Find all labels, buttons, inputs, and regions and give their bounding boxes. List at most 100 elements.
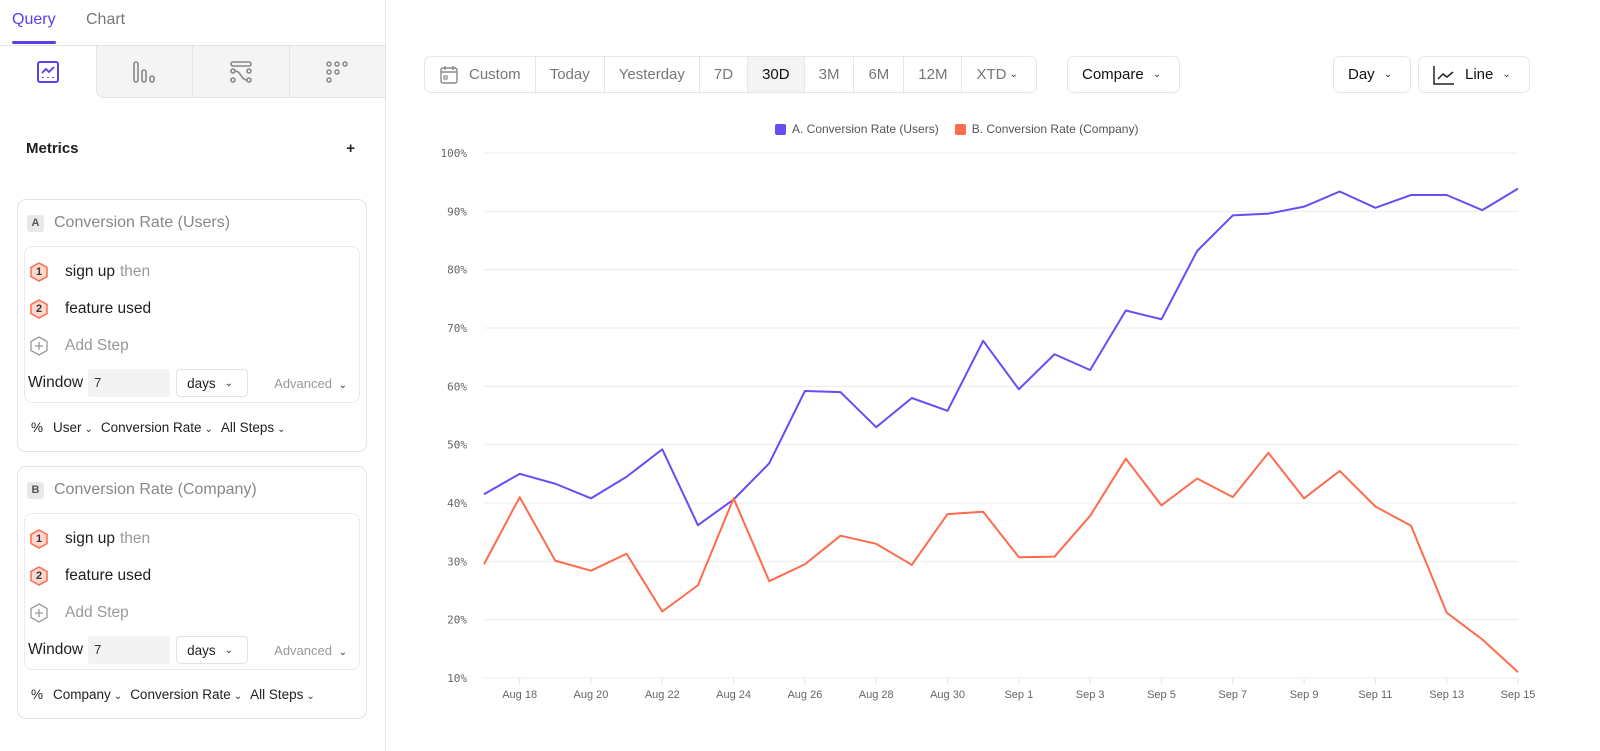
legend-item-a[interactable]: A. Conversion Rate (Users) bbox=[775, 122, 939, 136]
x-tick-label: Sep 15 bbox=[1501, 689, 1536, 701]
y-tick-label: 30% bbox=[447, 555, 467, 568]
y-tick-label: 20% bbox=[447, 614, 467, 627]
report-type-selector bbox=[0, 46, 385, 98]
chevron-down-icon: ⌄ bbox=[224, 644, 234, 656]
tab-chart[interactable]: Chart bbox=[86, 11, 126, 28]
range-7d[interactable]: 7D bbox=[700, 57, 749, 92]
funnel-step[interactable]: 1 sign up then bbox=[25, 520, 359, 557]
legend-item-b[interactable]: B. Conversion Rate (Company) bbox=[954, 122, 1138, 136]
flows-icon bbox=[229, 60, 252, 83]
advanced-toggle[interactable]: Advanced ⌄ bbox=[274, 375, 347, 391]
add-metric-button[interactable]: + bbox=[346, 140, 355, 157]
step-number-icon: 2 bbox=[29, 298, 49, 319]
window-input[interactable]: 7 bbox=[88, 636, 171, 664]
range-6m[interactable]: 6M bbox=[854, 57, 905, 92]
step-label: sign up bbox=[65, 529, 115, 547]
tab-query[interactable]: Query bbox=[12, 11, 56, 44]
x-tick-label: Aug 24 bbox=[716, 689, 751, 701]
y-tick-label: 100% bbox=[441, 147, 468, 160]
measure-select[interactable]: Conversion Rate ⌄ bbox=[100, 419, 213, 435]
chevron-down-icon: ⌄ bbox=[224, 377, 234, 389]
chevron-down-icon: ⌄ bbox=[1502, 69, 1511, 80]
advanced-toggle[interactable]: Advanced ⌄ bbox=[274, 642, 347, 658]
window-label: Window bbox=[28, 641, 84, 658]
x-tick-label: Aug 18 bbox=[502, 689, 537, 701]
range-yesterday[interactable]: Yesterday bbox=[605, 57, 700, 92]
counting-select[interactable]: User ⌄ bbox=[53, 419, 93, 435]
step-suffix: then bbox=[119, 262, 151, 280]
report-type-insights[interactable] bbox=[0, 46, 96, 98]
series-line-b bbox=[483, 451, 1519, 673]
range-custom[interactable]: Custom bbox=[425, 57, 536, 92]
metric-card-b[interactable]: B Conversion Rate (Company) 1 sign up then … bbox=[17, 466, 367, 719]
x-tick-label: Sep 1 bbox=[1004, 689, 1033, 701]
retention-icon bbox=[326, 60, 348, 83]
y-tick-label: 10% bbox=[447, 672, 467, 685]
counting-select[interactable]: Company ⌄ bbox=[53, 686, 123, 702]
report-type-flows[interactable] bbox=[192, 46, 289, 98]
y-tick-label: 60% bbox=[447, 380, 467, 393]
metric-footer: % Company ⌄ Conversion Rate ⌄ All Steps ⌄ bbox=[18, 670, 366, 718]
x-tick-label: Aug 20 bbox=[574, 689, 609, 701]
interval-select[interactable]: Day ⌄ bbox=[1333, 56, 1412, 93]
y-tick-label: 80% bbox=[447, 264, 467, 277]
funnel-step[interactable]: 2 feature used bbox=[25, 290, 359, 327]
step-label: sign up bbox=[65, 262, 115, 280]
x-tick-label: Aug 26 bbox=[787, 689, 822, 701]
x-tick-label: Aug 28 bbox=[859, 689, 894, 701]
metric-title[interactable]: Conversion Rate (Company) bbox=[54, 481, 257, 498]
metrics-title: Metrics bbox=[26, 140, 79, 157]
steps-select[interactable]: All Steps ⌄ bbox=[250, 686, 315, 702]
metric-title[interactable]: Conversion Rate (Users) bbox=[54, 214, 231, 231]
percent-toggle[interactable]: % bbox=[31, 686, 44, 702]
date-range-toolbar: Custom Today Yesterday 7D 30D 3M 6M 12M … bbox=[424, 56, 1037, 93]
window-unit-select[interactable]: days ⌄ bbox=[176, 636, 249, 664]
step-suffix: then bbox=[119, 529, 151, 547]
window-unit-select[interactable]: days ⌄ bbox=[176, 369, 249, 397]
query-panel: Query Chart Metrics + A Conversion Rate (… bbox=[0, 0, 386, 751]
series-line-a bbox=[483, 187, 1519, 527]
panel-tabs: Query Chart bbox=[0, 0, 385, 46]
add-step-button[interactable]: Add Step bbox=[25, 327, 359, 364]
chart-type-select[interactable]: Line ⌄ bbox=[1418, 56, 1530, 93]
percent-toggle[interactable]: % bbox=[31, 419, 44, 435]
y-tick-label: 40% bbox=[447, 497, 467, 510]
x-tick-label: Sep 11 bbox=[1358, 689, 1392, 701]
report-type-retention[interactable] bbox=[288, 46, 385, 98]
y-tick-label: 50% bbox=[447, 439, 467, 452]
x-tick-label: Sep 3 bbox=[1076, 689, 1105, 701]
calendar-icon bbox=[440, 65, 458, 84]
window-label: Window bbox=[28, 374, 84, 391]
steps-select[interactable]: All Steps ⌄ bbox=[220, 419, 286, 435]
x-tick-label: Sep 5 bbox=[1147, 689, 1176, 701]
funnel-step[interactable]: 2 feature used bbox=[25, 557, 359, 594]
legend-swatch bbox=[775, 123, 786, 135]
metric-footer: % User ⌄ Conversion Rate ⌄ All Steps ⌄ bbox=[18, 403, 366, 451]
add-step-button[interactable]: Add Step bbox=[25, 594, 359, 631]
compare-button[interactable]: Compare ⌄ bbox=[1067, 56, 1181, 93]
add-step-icon bbox=[29, 602, 49, 623]
metric-letter: A bbox=[27, 214, 44, 232]
funnels-icon bbox=[133, 60, 156, 83]
line-chart-icon bbox=[1433, 65, 1454, 85]
range-today[interactable]: Today bbox=[536, 57, 605, 92]
x-tick-label: Aug 22 bbox=[645, 689, 680, 701]
range-30d[interactable]: 30D bbox=[748, 57, 805, 92]
chevron-down-icon: ⌄ bbox=[1383, 69, 1393, 80]
metric-letter: B bbox=[27, 481, 44, 499]
metrics-header: Metrics + bbox=[26, 140, 355, 157]
range-12m[interactable]: 12M bbox=[904, 57, 963, 92]
range-3m[interactable]: 3M bbox=[805, 57, 855, 92]
report-type-funnels[interactable] bbox=[95, 46, 192, 98]
measure-select[interactable]: Conversion Rate ⌄ bbox=[130, 686, 243, 702]
x-tick-label: Sep 9 bbox=[1290, 689, 1319, 701]
range-xtd[interactable]: XTD ⌄ bbox=[976, 66, 1018, 83]
window-input[interactable]: 7 bbox=[88, 369, 171, 397]
funnel-step[interactable]: 1 sign up then bbox=[25, 253, 359, 290]
step-label: feature used bbox=[65, 566, 152, 584]
y-tick-label: 70% bbox=[447, 322, 467, 335]
chevron-down-icon: ⌄ bbox=[1152, 69, 1162, 80]
chart-legend: A. Conversion Rate (Users) B. Conversion… bbox=[775, 122, 1138, 136]
